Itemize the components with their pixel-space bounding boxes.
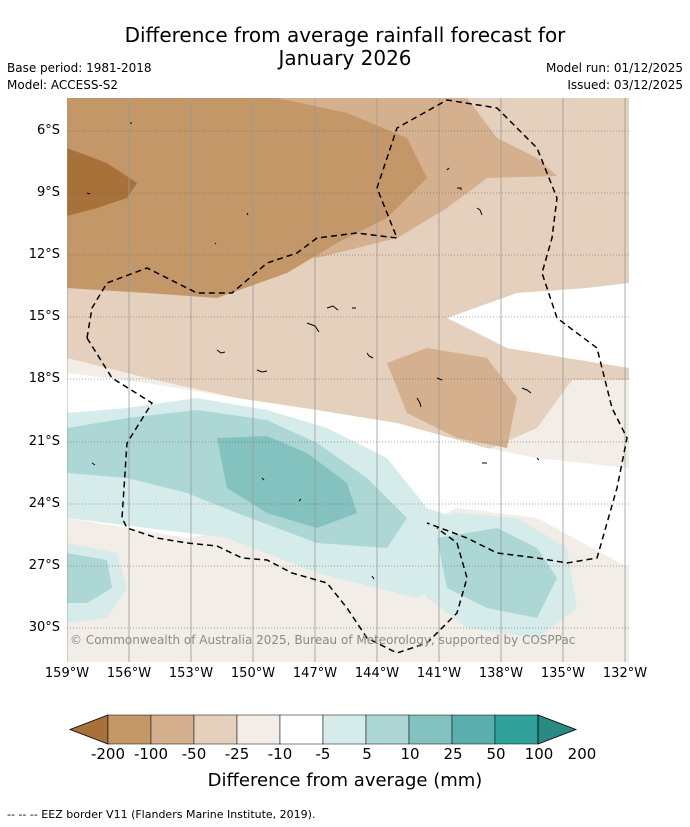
band-plus10-east [437, 528, 557, 618]
colorbar [60, 710, 630, 750]
lon-label: 150°W [230, 666, 276, 681]
colorbar-segment [494, 714, 539, 745]
colorbar-tick: 5 [362, 745, 372, 763]
base-period: Base period: 1981-2018 [7, 61, 152, 75]
colorbar-tick: -25 [224, 745, 250, 763]
band-plus25 [217, 436, 357, 528]
map-credit: © Commonwealth of Australia 2025, Bureau… [70, 633, 576, 647]
colorbar-svg [68, 714, 578, 745]
colorbar-segment [408, 714, 453, 745]
map-canvas [67, 98, 629, 662]
lon-label: 147°W [292, 666, 338, 681]
meta-right: Model run: 01/12/2025 Issued: 03/12/2025 [546, 60, 683, 94]
colorbar-segment [150, 714, 195, 745]
lat-label: 30°S [28, 620, 60, 635]
colorbar-tick: -5 [315, 745, 331, 763]
colorbar-segment [107, 714, 152, 745]
band-minus100 [67, 98, 427, 298]
lat-label: 6°S [36, 123, 60, 138]
islands [86, 122, 540, 580]
lat-label: 12°S [28, 247, 60, 262]
eez-footnote: -- -- -- EEZ border V11 (Flanders Marine… [7, 808, 316, 821]
lon-label: 156°W [106, 666, 152, 681]
colorbar-tick: 25 [443, 745, 463, 763]
band-minus50-east [387, 348, 517, 448]
colorbar-tick: 10 [400, 745, 420, 763]
colorbar-tick: 200 [567, 745, 597, 763]
band-plus10-south [67, 553, 112, 603]
model-name: Model: ACCESS-S2 [7, 78, 119, 92]
model-run: Model run: 01/12/2025 [545, 61, 683, 75]
grid [67, 98, 626, 662]
map-title: Difference from average rainfall forecas… [0, 24, 690, 70]
lat-label: 21°S [28, 434, 60, 449]
lon-label: 141°W [416, 666, 462, 681]
lon-label: 153°W [168, 666, 214, 681]
colorbar-tick: -200 [90, 745, 126, 763]
lon-label: 138°W [478, 666, 524, 681]
latitude-grid [67, 130, 629, 629]
colorbar-segment [451, 714, 496, 745]
lon-label: 135°W [540, 666, 586, 681]
band-minus200 [67, 148, 137, 216]
lat-label: 24°S [28, 496, 60, 511]
lat-label: 15°S [28, 309, 60, 324]
colorbar-segment [322, 714, 367, 745]
lon-label: 132°W [602, 666, 648, 681]
title-line-2: January 2026 [278, 46, 412, 70]
lon-label: 159°W [44, 666, 90, 681]
band-neutral-east [447, 283, 629, 368]
title-line-1: Difference from average rainfall forecas… [124, 23, 566, 47]
lat-label: 18°S [28, 371, 60, 386]
colorbar-title: Difference from average (mm) [207, 770, 483, 791]
colorbar-segment [279, 714, 324, 745]
colorbar-tick: 50 [486, 745, 506, 763]
eez-borders [86, 99, 628, 654]
issued-date: Issued: 03/12/2025 [567, 78, 683, 92]
colorbar-arrow-high [537, 714, 578, 745]
colorbar-arrow-low [68, 714, 109, 745]
meta-left: Base period: 1981-2018 Model: ACCESS-S2 [7, 60, 152, 94]
lat-label: 9°S [36, 185, 60, 200]
colorbar-tick: 100 [524, 745, 554, 763]
colorbar-tick: -50 [181, 745, 207, 763]
colorbar-segment [193, 714, 238, 745]
colorbar-segment [236, 714, 281, 745]
lat-label: 27°S [28, 558, 60, 573]
colorbar-tick: -10 [267, 745, 293, 763]
rainfall-map [67, 98, 629, 662]
lon-label: 144°W [354, 666, 400, 681]
colorbar-segment [365, 714, 410, 745]
colorbar-tick: -100 [133, 745, 169, 763]
